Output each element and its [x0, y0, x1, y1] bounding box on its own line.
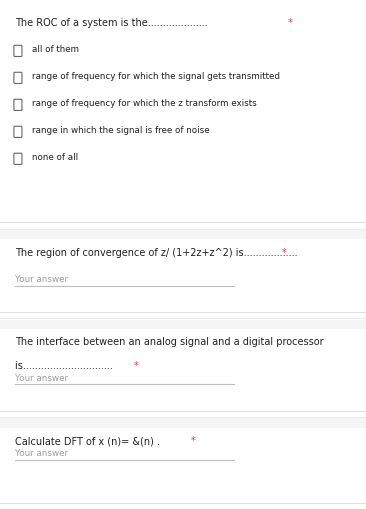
Text: Your answer: Your answer [15, 275, 68, 284]
Text: *: * [287, 18, 292, 28]
Text: range in which the signal is free of noise: range in which the signal is free of noi… [32, 126, 209, 135]
FancyBboxPatch shape [0, 0, 366, 230]
Text: is..............................: is.............................. [15, 361, 116, 372]
Text: none of all: none of all [32, 153, 78, 162]
FancyBboxPatch shape [14, 45, 22, 56]
Text: Your answer: Your answer [15, 374, 68, 383]
Text: range of frequency for which the signal gets transmitted: range of frequency for which the signal … [32, 72, 280, 81]
Text: The region of convergence of z/ (1+2z+z^2) is..................: The region of convergence of z/ (1+2z+z^… [15, 248, 300, 258]
Text: Calculate DFT of x (n)= &(n) .: Calculate DFT of x (n)= &(n) . [15, 436, 163, 446]
Text: all of them: all of them [32, 45, 79, 54]
Text: range of frequency for which the z transform exists: range of frequency for which the z trans… [32, 99, 257, 108]
Text: *: * [134, 361, 138, 372]
FancyBboxPatch shape [0, 329, 366, 418]
FancyBboxPatch shape [14, 153, 22, 164]
FancyBboxPatch shape [0, 239, 366, 320]
FancyBboxPatch shape [0, 428, 366, 509]
Text: *: * [190, 436, 195, 446]
FancyBboxPatch shape [14, 99, 22, 110]
FancyBboxPatch shape [14, 126, 22, 137]
Text: The interface between an analog signal and a digital processor: The interface between an analog signal a… [15, 337, 323, 348]
Text: *: * [282, 248, 287, 258]
Text: The ROC of a system is the....................: The ROC of a system is the..............… [15, 18, 210, 28]
Text: Your answer: Your answer [15, 449, 68, 458]
FancyBboxPatch shape [14, 72, 22, 83]
